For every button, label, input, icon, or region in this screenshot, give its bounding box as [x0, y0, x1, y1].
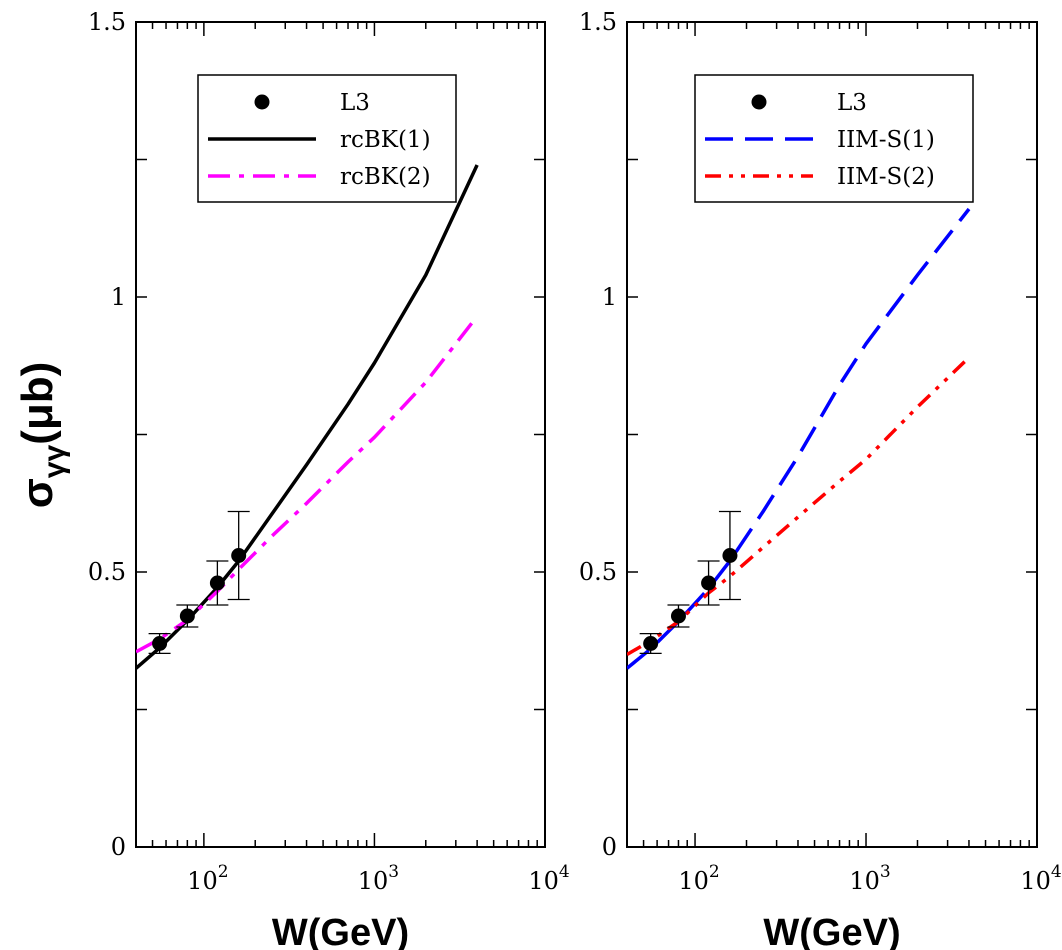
- x-axis-title: W(GeV): [763, 912, 900, 950]
- data-point: [670, 608, 686, 624]
- x-tick-label: 104: [528, 862, 569, 895]
- series-line: [136, 164, 479, 670]
- y-tick-label: 0: [602, 833, 617, 861]
- x-tick-label: 103: [358, 862, 399, 895]
- curves: [627, 207, 971, 670]
- y-axis-label-unit: (μb): [13, 362, 62, 445]
- series-line: [627, 356, 971, 657]
- series-line: [136, 315, 479, 654]
- y-tick-label: 1.5: [88, 8, 126, 36]
- svg-text:σγγ(μb): σγγ(μb): [13, 362, 71, 509]
- left-panel: 0 0.5 1 1.5 102 103 104 W(GeV) L3 rcBK(1) rcBK(2): [88, 8, 570, 950]
- legend-label: L3: [837, 90, 867, 116]
- data-point: [231, 548, 247, 563]
- curves: [136, 164, 479, 670]
- series-line: [627, 207, 971, 670]
- y-tick-label: 0.5: [88, 558, 126, 586]
- legend: L3 rcBK(1) rcBK(2): [197, 74, 457, 203]
- legend-label: rcBK(2): [340, 164, 431, 190]
- data-point: [701, 575, 717, 591]
- legend-box: [694, 74, 974, 203]
- x-tick-label: 103: [849, 862, 890, 895]
- legend-marker: [751, 94, 767, 110]
- data-point: [179, 608, 195, 624]
- legend-label: rcBK(1): [340, 127, 431, 153]
- data-point: [643, 636, 659, 651]
- x-tick-label: 102: [187, 862, 228, 895]
- right-panel: 0 0.5 1 1.5 102 103 104 W(GeV) L3 IIM-S(1) IIM-S(2…: [579, 8, 1062, 950]
- y-axis-label: σγγ(μb): [13, 362, 71, 509]
- data-point: [722, 548, 738, 563]
- y-tick-label: 1: [111, 283, 126, 311]
- data-point: [209, 575, 225, 591]
- legend: L3 IIM-S(1) IIM-S(2): [694, 74, 974, 203]
- legend-label: L3: [340, 90, 370, 116]
- legend-label: IIM-S(2): [837, 164, 935, 190]
- x-tick-label: 102: [678, 862, 719, 895]
- y-tick-label: 1: [602, 283, 617, 311]
- y-axis-label-sub: γγ: [38, 445, 71, 479]
- y-axis-label-main: σ: [13, 478, 62, 508]
- x-tick-label: 104: [1020, 862, 1061, 895]
- y-tick-label: 1.5: [579, 8, 617, 36]
- data-point: [152, 636, 168, 651]
- y-tick-label: 0.5: [579, 558, 617, 586]
- y-tick-label: 0: [111, 833, 126, 861]
- legend-label: IIM-S(1): [837, 127, 935, 153]
- x-axis-title: W(GeV): [272, 912, 409, 950]
- legend-marker: [254, 94, 270, 110]
